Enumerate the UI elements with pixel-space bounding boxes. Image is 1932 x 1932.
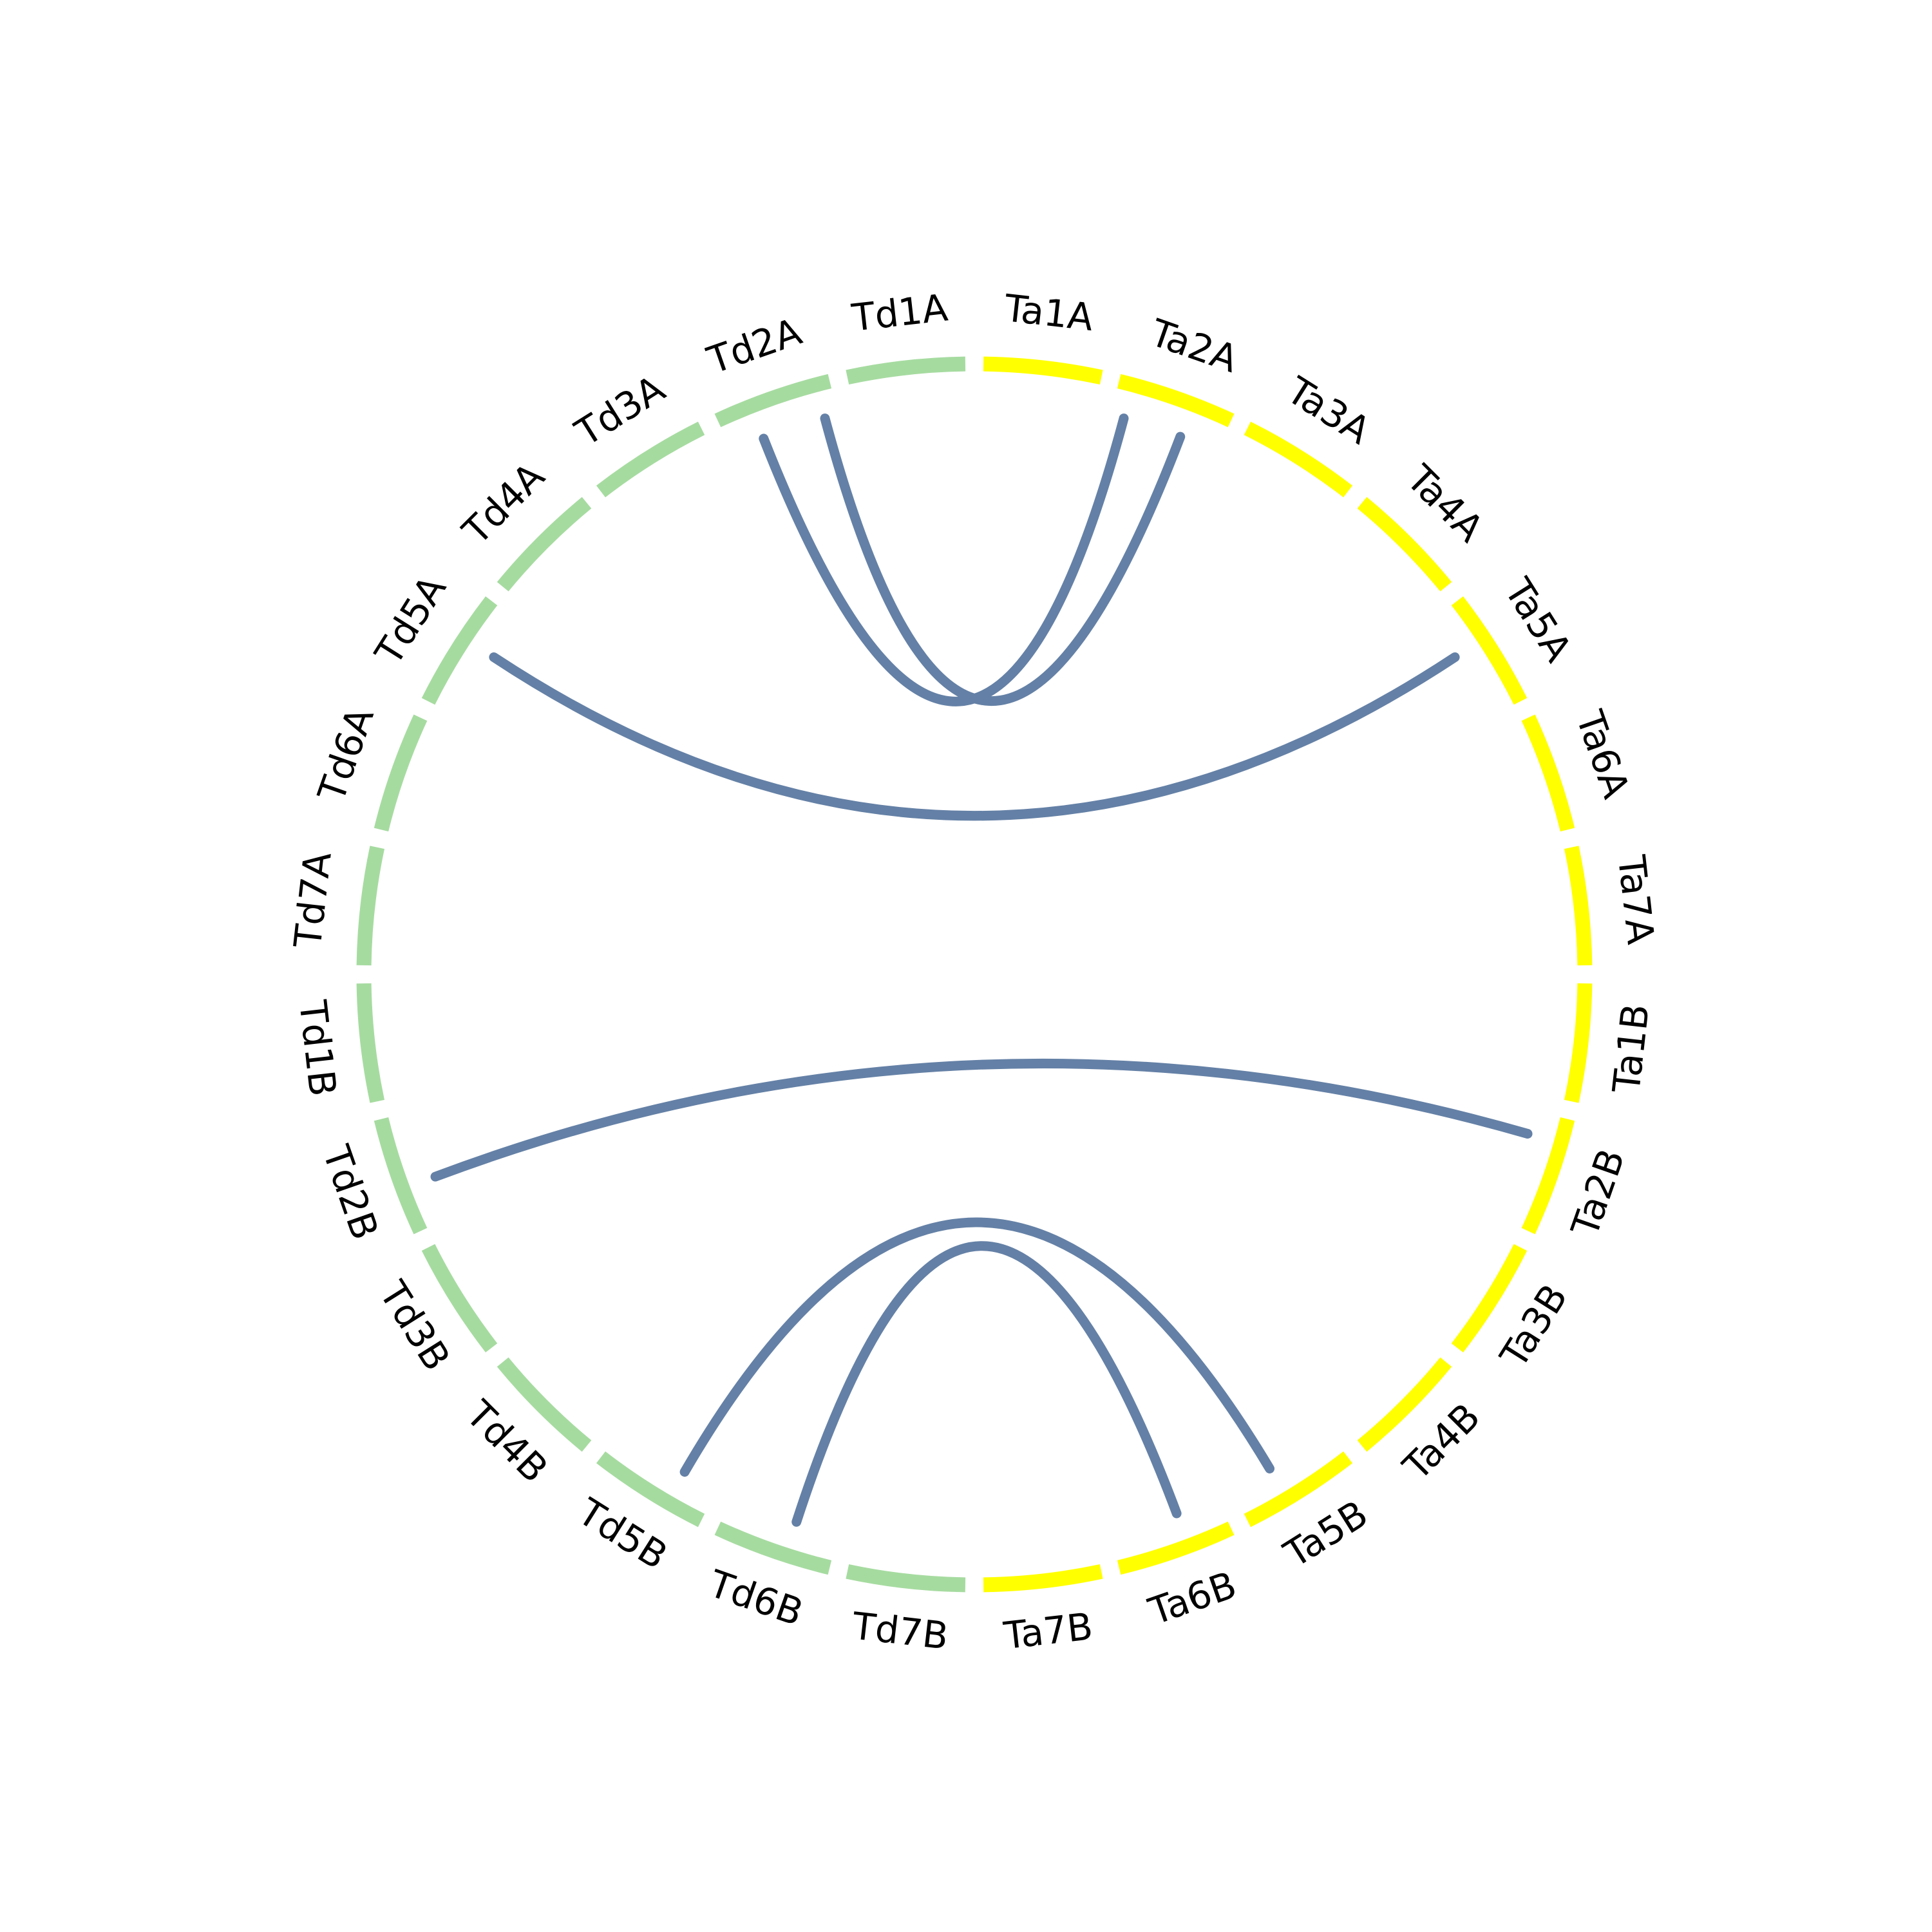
segment-arc <box>1451 1244 1528 1353</box>
segment-arc <box>596 1451 705 1528</box>
segment-label: Td6B <box>703 1562 809 1635</box>
link <box>489 652 1460 821</box>
segment-label: Td7B <box>849 1604 951 1658</box>
segment-arc <box>714 374 832 428</box>
segment-label: Ta1A <box>1001 286 1095 339</box>
segment-arc <box>846 356 966 384</box>
segment-arc <box>374 1117 428 1235</box>
segment-label: Ta6A <box>1567 705 1638 804</box>
segment-label: Ta1B <box>1604 1001 1658 1095</box>
segment-label: Td7A <box>285 849 339 951</box>
segment-label: Td5A <box>366 568 455 673</box>
segment-arc <box>983 1564 1103 1593</box>
segment-arc <box>1451 596 1528 705</box>
segment-arc <box>846 1564 966 1593</box>
segment-arc <box>1564 846 1593 966</box>
segment-label: Ta2B <box>1562 1144 1633 1243</box>
link <box>791 1241 1182 1527</box>
segment-label: Ta4A <box>1398 456 1493 551</box>
segment-arc <box>356 846 384 966</box>
segment-arc <box>1564 983 1593 1103</box>
segment-label: Td2A <box>701 309 807 383</box>
segment-label: Ta3A <box>1279 368 1378 453</box>
segment-arc <box>983 356 1103 384</box>
segment-arc <box>596 421 705 498</box>
segment-arc <box>374 714 428 832</box>
segment-arc <box>1244 421 1353 498</box>
segment-arc <box>1357 1357 1452 1452</box>
segment-arc <box>1521 714 1575 832</box>
segment-label: Ta6B <box>1143 1563 1242 1634</box>
link <box>759 413 1129 706</box>
segment-label: Td3A <box>567 366 672 455</box>
link <box>820 413 1186 706</box>
segment-arc <box>421 596 498 705</box>
segment-label: Td1B <box>290 998 345 1099</box>
segment-label: Td1A <box>849 285 950 339</box>
link <box>679 1217 1275 1477</box>
segment-arc <box>1357 497 1452 592</box>
segment-label: Ta7B <box>1001 1604 1095 1658</box>
segment-label: Td6A <box>309 702 383 808</box>
segment-label: Ta5A <box>1495 571 1580 670</box>
segment-arc <box>1521 1117 1575 1235</box>
segment-arc <box>421 1244 498 1353</box>
segment-arc <box>1117 374 1235 428</box>
segment-arc <box>497 497 592 592</box>
segment-arc <box>1117 1521 1235 1575</box>
segment-arc <box>497 1357 592 1452</box>
link <box>430 1059 1533 1182</box>
segment-label: Td2B <box>314 1139 387 1245</box>
segment-arc <box>356 983 384 1103</box>
segment-arc <box>714 1521 832 1575</box>
segment-arc <box>1244 1451 1353 1528</box>
segment-label: Ta7A <box>1609 853 1663 947</box>
segment-label: Ta2A <box>1144 310 1244 381</box>
